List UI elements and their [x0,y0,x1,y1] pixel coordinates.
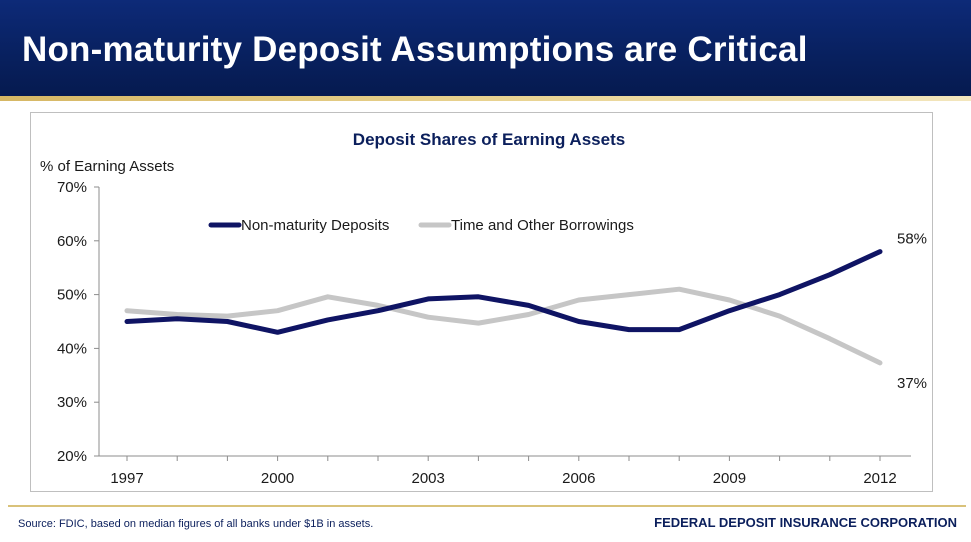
y-tick-label: 60% [57,233,87,250]
y-axis-label: % of Earning Assets [40,158,174,175]
series-line-time-other-borrowings [124,286,883,366]
chart-axes [98,187,911,457]
deposit-shares-chart: Deposit Shares of Earning Assets % of Ea… [40,130,927,487]
x-tick-label: 2003 [412,470,445,487]
footer-divider [8,505,966,507]
y-tick-label: 70% [57,179,87,196]
slide-title: Non-maturity Deposit Assumptions are Cri… [22,30,808,69]
legend-item-nonmaturity-label: Non-maturity Deposits [241,217,389,234]
organization-name: FEDERAL DEPOSIT INSURANCE CORPORATION [654,515,957,530]
y-axis-ticks: 20% 30% 40% 50% 60% 70% [57,179,99,465]
x-tick-label: 2000 [261,470,294,487]
series-lines [124,249,883,366]
chart-legend: Non-maturity Deposits Time and Other Borr… [208,217,634,234]
y-tick-label: 50% [57,287,87,304]
y-tick-label: 40% [57,340,87,357]
source-note: Source: FDIC, based on median figures of… [18,518,374,530]
slide-header: Non-maturity Deposit Assumptions are Cri… [0,0,971,96]
x-axis-ticks: 1997 2000 2003 2006 2009 2012 [110,456,897,487]
x-tick-label: 2009 [713,470,746,487]
chart-title: Deposit Shares of Earning Assets [353,130,625,149]
header-accent-bar [0,96,971,101]
y-tick-label: 30% [57,394,87,411]
x-tick-label: 1997 [110,470,143,487]
end-label-nonmaturity: 58% [897,231,927,248]
end-labels: 58% 37% [897,231,927,392]
chart-frame: Deposit Shares of Earning Assets % of Ea… [30,112,933,492]
x-tick-label: 2012 [863,470,896,487]
end-label-time-borrowings: 37% [897,375,927,392]
y-tick-label: 20% [57,448,87,465]
x-tick-label: 2006 [562,470,595,487]
legend-item-time-borrowings-label: Time and Other Borrowings [451,217,634,234]
series-line-nonmaturity-deposits [124,249,883,335]
